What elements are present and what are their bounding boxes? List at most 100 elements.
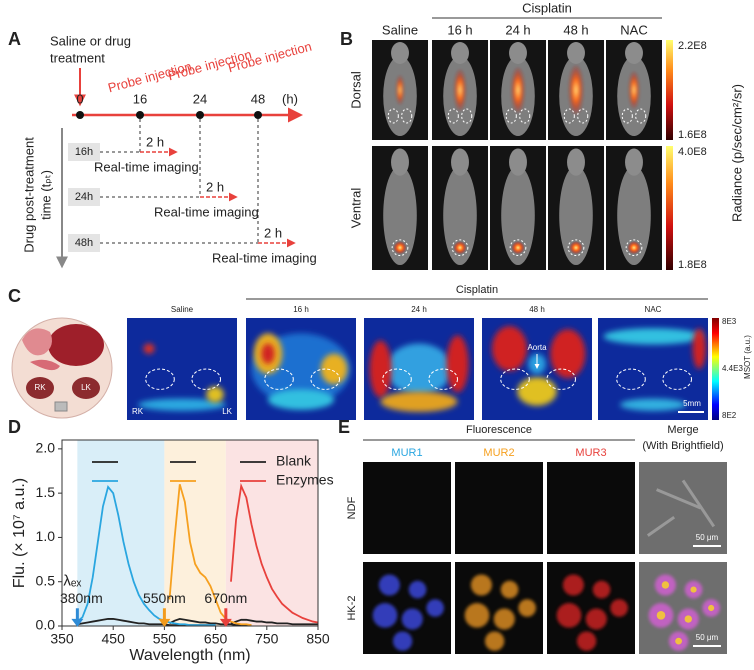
kidney-outline xyxy=(563,108,575,124)
spectrum-line xyxy=(76,485,216,627)
signal xyxy=(511,241,525,254)
kidney-outline xyxy=(264,368,294,390)
colorbar-tick: 4.0E8 xyxy=(678,146,707,158)
kidney-outline xyxy=(505,108,517,124)
signal xyxy=(393,241,407,254)
x-tick-label: 450 xyxy=(102,631,126,647)
timepoint-dot xyxy=(76,111,84,119)
colorbar xyxy=(712,318,719,420)
timepoint-label: 16 xyxy=(133,91,147,106)
x-tick-label: 850 xyxy=(306,631,330,647)
cell xyxy=(500,580,519,599)
row-tag-box xyxy=(68,188,100,206)
micrograph xyxy=(455,462,543,554)
scale-bar-label: 50 μm xyxy=(696,533,719,542)
mouse-head xyxy=(451,42,469,64)
colorbar-tick: 2.2E8 xyxy=(678,40,707,52)
interval-label: 2 h xyxy=(206,179,224,194)
y-tick-label: 2.0 xyxy=(36,440,56,456)
signal xyxy=(568,65,584,115)
cell-outline xyxy=(681,479,716,528)
row-tag: 48h xyxy=(75,237,93,249)
kidney-outline xyxy=(500,368,530,390)
x-axis-label: Wavelength (nm) xyxy=(129,647,250,664)
excitation-symbol: λₑₓ xyxy=(63,573,81,590)
column-label: NAC xyxy=(645,305,662,314)
excitation-arrowhead xyxy=(71,618,84,627)
scale-bar-label: 5mm xyxy=(683,399,701,408)
kidney-label: LK xyxy=(81,383,91,392)
colorbar-tick: 1.6E8 xyxy=(678,129,707,141)
plot-frame xyxy=(61,439,319,627)
row-label: HK-2 xyxy=(346,595,358,620)
kidney-outline xyxy=(387,108,399,124)
bladder-outline xyxy=(567,239,585,257)
cell xyxy=(610,599,628,617)
group-label: Cisplatin xyxy=(456,284,498,296)
diagram-organ xyxy=(30,359,60,371)
kidney-outline xyxy=(191,368,221,390)
msot-signal xyxy=(143,343,155,354)
y-tick-label: 1.0 xyxy=(36,528,56,544)
cell xyxy=(401,608,423,630)
cell xyxy=(585,608,607,630)
y-tick-label: 1.5 xyxy=(36,484,56,500)
colorbar-tick: 8E3 xyxy=(722,317,737,326)
y-tick-label: 0.5 xyxy=(36,572,56,588)
header-label: Fluorescence xyxy=(466,424,532,436)
cell xyxy=(378,574,400,596)
micrograph xyxy=(547,462,635,554)
channel-label: MUR2 xyxy=(483,447,514,459)
treatment-label: Saline or drug xyxy=(50,33,131,48)
channel-label: MUR3 xyxy=(575,447,606,459)
kidney-outline xyxy=(382,368,412,390)
mouse-head xyxy=(451,148,469,176)
legend-label: Blank xyxy=(276,453,312,469)
excitation-label: 550nm xyxy=(143,590,186,606)
signal xyxy=(396,75,404,105)
colorbar-tick: 8E2 xyxy=(722,411,737,420)
msot-signal xyxy=(386,343,452,395)
signal xyxy=(628,71,640,109)
mouse-body xyxy=(443,165,477,266)
axis-label: Drug post-treatment xyxy=(21,137,36,253)
treatment-label: treatment xyxy=(50,50,105,65)
spectrum-line xyxy=(230,618,318,626)
kidney-outline xyxy=(145,368,175,390)
bladder-outline xyxy=(391,239,409,257)
signal xyxy=(511,67,525,113)
msot-signal xyxy=(620,398,686,411)
panel-label: E xyxy=(338,417,350,437)
cell-core xyxy=(690,586,697,593)
excitation-label: 670nm xyxy=(204,590,247,606)
interval-label: 2 h xyxy=(146,134,164,149)
row-tag: 16h xyxy=(75,146,93,158)
timepoint-label: 48 xyxy=(251,91,265,106)
row-tag: 24h xyxy=(75,191,93,203)
column-label: 48 h xyxy=(563,22,588,37)
excitation-label: 380nm xyxy=(60,590,103,606)
column-label: 48 h xyxy=(529,305,545,314)
mouse-head xyxy=(509,42,527,64)
kidney-outline xyxy=(428,368,459,390)
msot-signal xyxy=(517,377,557,406)
micrograph xyxy=(363,462,451,554)
mouse-body xyxy=(617,165,651,266)
cell xyxy=(470,574,492,596)
msot-signal xyxy=(206,386,224,403)
x-tick-label: 550 xyxy=(153,631,177,647)
kidney-outline xyxy=(577,108,589,124)
diagram-liver xyxy=(48,324,104,366)
kidney-outline xyxy=(461,108,473,124)
msot-signal xyxy=(268,389,334,410)
cell-core xyxy=(661,581,670,589)
row-label: NDF xyxy=(346,496,358,519)
axis-label: time (tₚₜ) xyxy=(38,170,53,220)
row-label: Ventral xyxy=(348,188,363,229)
cell-outline xyxy=(646,515,676,537)
msot-signal xyxy=(603,328,703,345)
x-tick-label: 650 xyxy=(204,631,228,647)
timepoint-label: 24 xyxy=(193,91,207,106)
imaging-caption: Real-time imaging xyxy=(212,250,317,265)
